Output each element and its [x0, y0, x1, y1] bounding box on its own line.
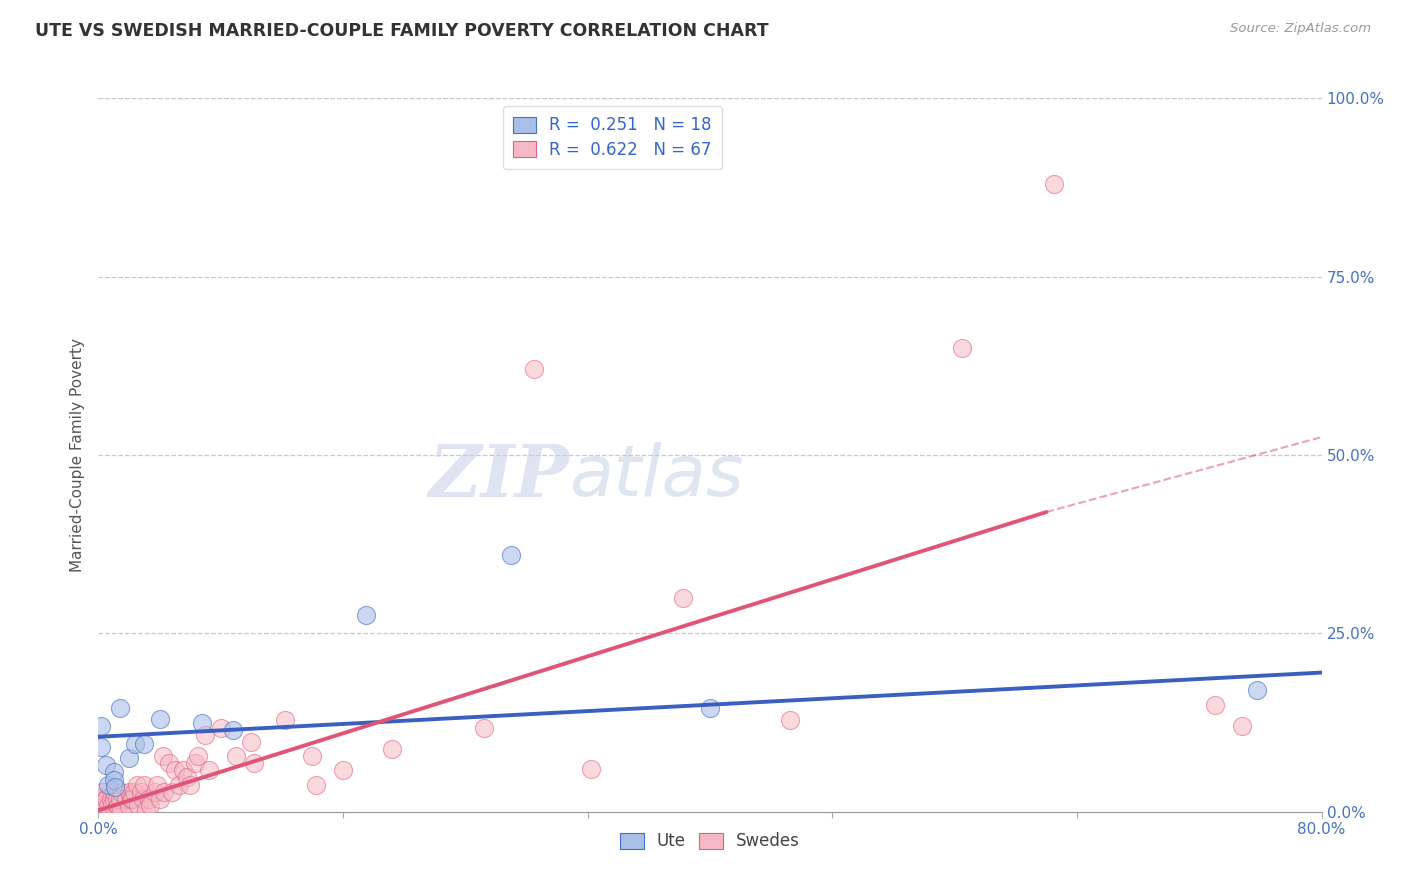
- Point: [120, 792, 142, 806]
- Point: [1230, 719, 1253, 733]
- Point: [134, 778, 156, 792]
- Point: [332, 764, 354, 778]
- Point: [152, 749, 174, 764]
- Point: [132, 792, 155, 806]
- Point: [143, 785, 166, 799]
- Point: [135, 803, 157, 817]
- Point: [122, 785, 145, 799]
- Point: [160, 785, 183, 799]
- Point: [139, 797, 162, 812]
- Point: [97, 778, 120, 792]
- Point: [90, 740, 112, 755]
- Point: [105, 799, 128, 814]
- Point: [301, 749, 323, 764]
- Point: [187, 749, 209, 764]
- Point: [118, 799, 141, 814]
- Point: [779, 714, 801, 728]
- Point: [110, 785, 132, 799]
- Point: [115, 792, 138, 806]
- Point: [1246, 683, 1268, 698]
- Point: [108, 701, 131, 715]
- Point: [172, 764, 194, 778]
- Point: [118, 751, 141, 765]
- Point: [121, 792, 143, 806]
- Point: [579, 762, 602, 776]
- Point: [699, 701, 721, 715]
- Text: ZIP: ZIP: [429, 441, 569, 512]
- Point: [125, 778, 148, 792]
- Point: [950, 341, 973, 355]
- Point: [93, 797, 115, 812]
- Point: [103, 792, 125, 806]
- Point: [90, 719, 112, 733]
- Point: [127, 797, 149, 812]
- Point: [153, 785, 176, 799]
- Point: [134, 737, 156, 751]
- Point: [671, 591, 693, 605]
- Point: [91, 785, 114, 799]
- Point: [274, 714, 297, 728]
- Point: [94, 792, 117, 806]
- Point: [176, 771, 198, 785]
- Point: [209, 721, 232, 735]
- Point: [304, 778, 326, 792]
- Point: [1204, 698, 1226, 712]
- Point: [157, 756, 180, 771]
- Point: [149, 712, 172, 726]
- Point: [243, 756, 266, 771]
- Legend: Ute, Swedes: Ute, Swedes: [613, 826, 807, 857]
- Point: [94, 792, 117, 806]
- Point: [149, 792, 172, 806]
- Point: [179, 778, 201, 792]
- Point: [1043, 177, 1066, 191]
- Point: [103, 785, 125, 799]
- Point: [89, 792, 111, 806]
- Point: [94, 797, 117, 812]
- Text: atlas: atlas: [569, 442, 744, 511]
- Point: [197, 764, 219, 778]
- Point: [100, 792, 122, 806]
- Point: [163, 764, 186, 778]
- Point: [354, 608, 377, 623]
- Text: UTE VS SWEDISH MARRIED-COUPLE FAMILY POVERTY CORRELATION CHART: UTE VS SWEDISH MARRIED-COUPLE FAMILY POV…: [35, 22, 769, 40]
- Point: [103, 772, 125, 787]
- Point: [225, 749, 247, 764]
- Point: [240, 735, 263, 749]
- Point: [90, 790, 112, 805]
- Point: [110, 803, 132, 817]
- Point: [501, 548, 523, 562]
- Point: [105, 792, 128, 806]
- Point: [145, 778, 167, 792]
- Y-axis label: Married-Couple Family Poverty: Married-Couple Family Poverty: [70, 338, 86, 572]
- Point: [138, 792, 160, 806]
- Point: [90, 797, 112, 812]
- Point: [118, 785, 141, 799]
- Text: Source: ZipAtlas.com: Source: ZipAtlas.com: [1230, 22, 1371, 36]
- Point: [523, 362, 546, 376]
- Point: [101, 797, 124, 812]
- Point: [94, 758, 117, 772]
- Point: [194, 728, 217, 742]
- Point: [129, 785, 152, 799]
- Point: [222, 723, 245, 737]
- Point: [107, 799, 129, 814]
- Point: [97, 799, 120, 814]
- Point: [104, 780, 127, 794]
- Point: [103, 765, 125, 780]
- Point: [191, 715, 214, 730]
- Point: [169, 778, 191, 792]
- Point: [124, 737, 146, 751]
- Point: [472, 721, 495, 735]
- Point: [184, 756, 207, 771]
- Point: [108, 792, 131, 806]
- Point: [381, 742, 404, 756]
